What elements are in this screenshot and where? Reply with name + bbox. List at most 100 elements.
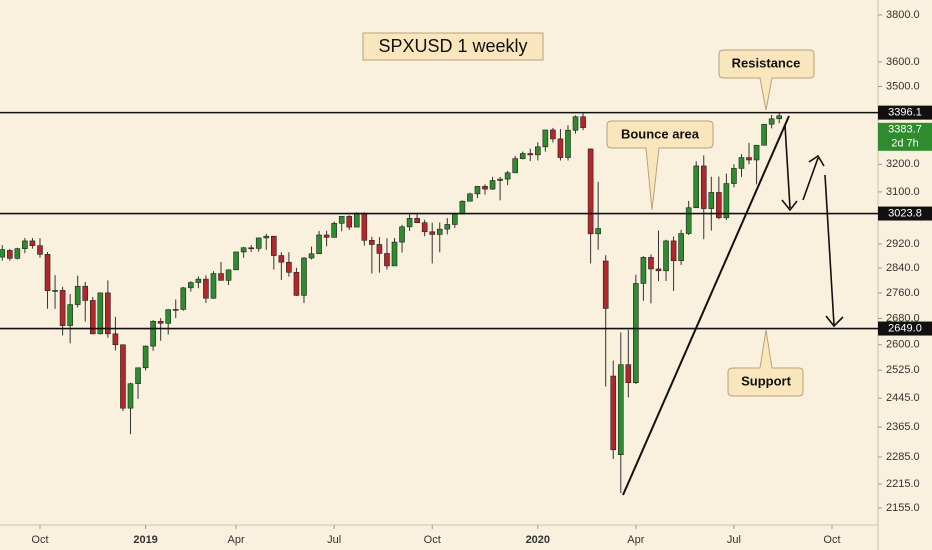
candle-body: [678, 233, 684, 262]
candle-body: [610, 375, 617, 451]
last-price-label: 3383.7: [888, 124, 922, 136]
candle-body: [602, 260, 609, 309]
callout: [606, 120, 714, 211]
x-tick-label: Jul: [727, 534, 741, 546]
trend-line: [622, 115, 790, 496]
candle-body: [44, 254, 51, 291]
candle-body: [406, 218, 413, 228]
candle-body: [29, 240, 36, 246]
annotation: Support: [741, 373, 791, 388]
candle-body: [0, 249, 6, 258]
candle-body: [452, 213, 458, 225]
y-tick-label: 2600.0: [886, 339, 920, 351]
candle-body: [14, 248, 21, 259]
candle-body: [361, 212, 368, 241]
candle-body: [738, 157, 745, 169]
y-tick-label: 2155.0: [886, 502, 920, 514]
candle-body: [723, 183, 730, 219]
candle-body: [308, 253, 315, 259]
candle-body: [655, 268, 662, 272]
y-tick-label: 2920.0: [886, 238, 920, 250]
candle-body: [353, 212, 360, 228]
x-tick-label: Oct: [823, 534, 840, 546]
x-tick-label: Apr: [228, 534, 245, 546]
price-label: 2649.0: [888, 322, 922, 334]
y-tick-label: 3100.0: [886, 186, 920, 198]
arrow-up: [802, 154, 825, 201]
candle-body: [467, 193, 473, 202]
candle-body: [572, 116, 579, 131]
callout: [727, 329, 804, 397]
candle-body: [203, 278, 209, 299]
candle-body: [670, 240, 677, 262]
candle-body: [188, 282, 194, 289]
x-tick-label: Apr: [627, 534, 644, 546]
callout: [718, 49, 815, 111]
candle-body: [240, 247, 247, 253]
countdown-label: 2d 7h: [891, 138, 919, 150]
candle-body: [135, 367, 141, 385]
plot: [0, 112, 782, 494]
candle-body: [225, 269, 232, 281]
candle-body: [482, 186, 488, 190]
candle-body: [286, 261, 292, 273]
candle-body: [7, 250, 13, 259]
candle-body: [331, 222, 337, 238]
y-tick-label: 2215.0: [886, 478, 920, 490]
candle-body: [142, 345, 149, 369]
candle-body: [693, 165, 700, 209]
candle-body: [255, 237, 262, 249]
candle-body: [535, 146, 541, 156]
candle-body: [278, 255, 285, 263]
candle-body: [293, 272, 300, 296]
candle-body: [519, 153, 526, 159]
candle-body: [648, 257, 654, 270]
candle-body: [700, 165, 707, 209]
candle-body: [663, 240, 669, 272]
candle-body: [617, 364, 624, 456]
candle-body: [384, 253, 390, 267]
candle-body: [59, 290, 66, 326]
candle-body: [550, 129, 556, 140]
candle-body: [112, 333, 119, 346]
candle-body: [271, 235, 277, 256]
candle-body: [625, 364, 632, 383]
candle-body: [731, 168, 737, 184]
x-tick-label: 2020: [526, 534, 550, 546]
price-label: 3023.8: [888, 207, 922, 219]
candle-body: [82, 285, 89, 301]
y-tick-label: 3500.0: [886, 80, 920, 92]
candle-body: [580, 116, 586, 128]
candle-body: [120, 344, 126, 409]
candle-body: [708, 192, 715, 209]
candle-body: [444, 224, 451, 230]
candle-body: [105, 292, 111, 335]
candle-body: [776, 115, 782, 120]
chart-title: SPXUSD 1 weekly: [378, 36, 527, 56]
title-box: [362, 32, 544, 61]
candle-body: [210, 273, 217, 299]
candle-body: [338, 216, 345, 224]
y-tick-label: 3600.0: [886, 56, 920, 68]
candle-body: [248, 247, 254, 250]
y-tick-label: 2760.0: [886, 287, 920, 299]
candle-body: [391, 241, 398, 267]
candle-body: [301, 257, 307, 296]
candle-body: [685, 207, 692, 234]
candle-body: [74, 285, 81, 305]
y-tick-label: 2445.0: [886, 392, 920, 404]
candle-body: [474, 186, 481, 195]
y-tick-label: 3200.0: [886, 158, 920, 170]
candle-body: [768, 118, 775, 125]
candle-body: [716, 192, 722, 219]
candle-body: [323, 234, 330, 238]
candle-body: [497, 178, 503, 181]
candle-body: [263, 235, 270, 239]
candle-body: [753, 144, 760, 161]
candle-body: [97, 292, 104, 335]
candle-body: [195, 278, 202, 283]
candle-body: [414, 218, 420, 224]
y-tick-label: 2840.0: [886, 262, 920, 274]
candle-body: [527, 153, 534, 156]
